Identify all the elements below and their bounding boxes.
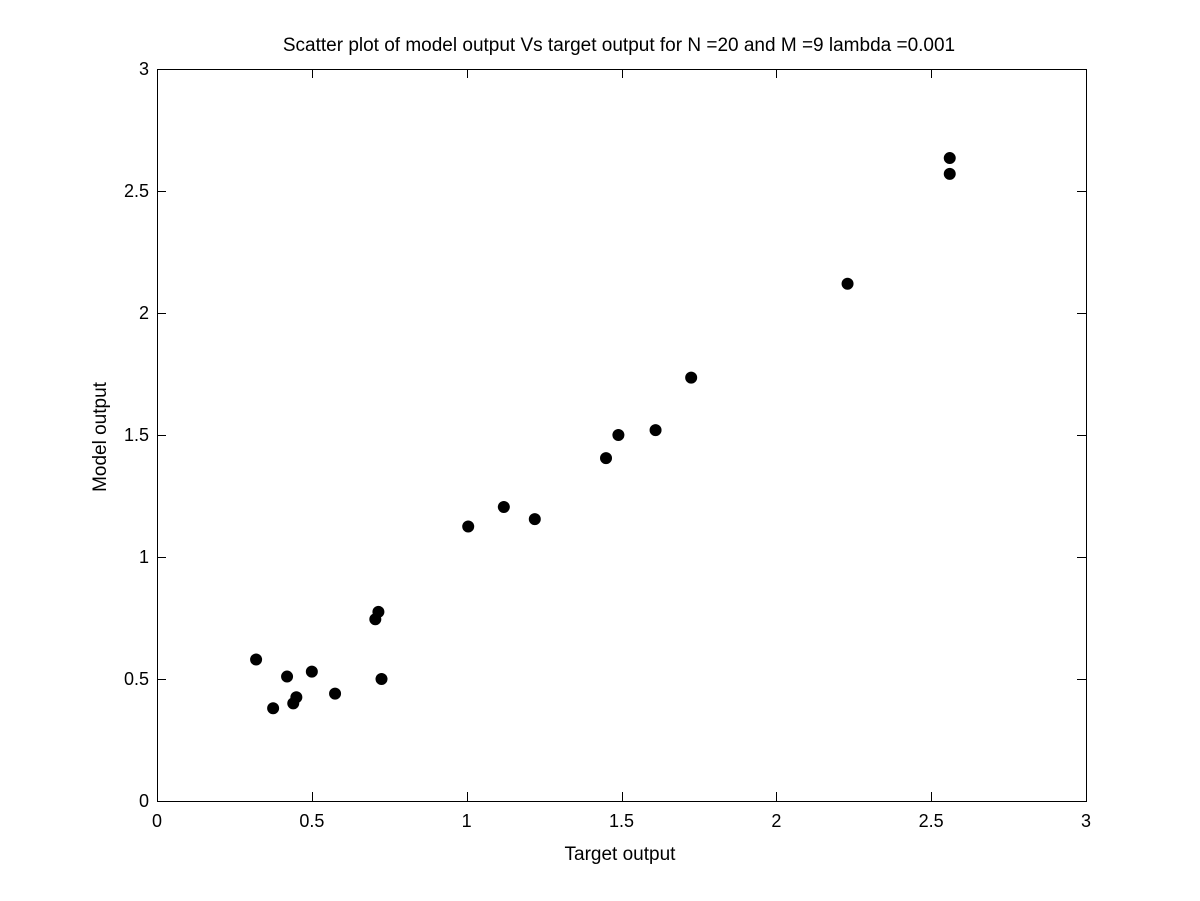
x-tick-label: 0.5 bbox=[299, 811, 324, 831]
chart-title: Scatter plot of model output Vs target o… bbox=[283, 35, 955, 56]
y-tick-label: 3 bbox=[139, 59, 149, 79]
scatter-point-12 bbox=[528, 513, 541, 526]
x-axis-label: Target output bbox=[565, 844, 677, 865]
scatter-point-14 bbox=[612, 429, 625, 441]
data-points bbox=[250, 152, 956, 715]
x-tick-label: 1 bbox=[462, 811, 472, 831]
scatter-point-19 bbox=[943, 152, 956, 165]
scatter-point-15 bbox=[649, 424, 662, 437]
scatter-point-1 bbox=[267, 702, 280, 715]
x-tick-label: 0 bbox=[152, 811, 162, 831]
y-axis-label: Model output bbox=[90, 381, 111, 492]
y-tick-label: 2 bbox=[139, 303, 149, 323]
scatter-point-2 bbox=[281, 670, 294, 683]
scatter-point-11 bbox=[497, 500, 510, 513]
scatter-point-18 bbox=[943, 167, 956, 180]
plot-axes: 0 0.5 1 1.5 2 2.5 3 0 0.5 1 1.5 2 2.5 3 bbox=[124, 59, 1091, 831]
y-tick-label: 2.5 bbox=[124, 181, 149, 201]
scatter-point-0 bbox=[250, 653, 263, 666]
y-tick-label: 0.5 bbox=[124, 669, 149, 689]
scatter-point-17 bbox=[841, 277, 854, 290]
y-axis-ticks: 0 0.5 1 1.5 2 2.5 3 bbox=[124, 59, 1086, 811]
x-tick-label: 1.5 bbox=[609, 811, 634, 831]
scatter-point-10 bbox=[462, 520, 475, 533]
x-tick-label: 3 bbox=[1081, 811, 1091, 831]
scatter-point-13 bbox=[600, 452, 613, 465]
y-tick-label: 0 bbox=[139, 791, 149, 811]
y-tick-label: 1 bbox=[139, 547, 149, 567]
x-axis-ticks: 0 0.5 1 1.5 2 2.5 3 bbox=[152, 69, 1091, 831]
x-tick-label: 2.5 bbox=[919, 811, 944, 831]
scatter-point-9 bbox=[375, 673, 388, 685]
scatter-point-8 bbox=[372, 605, 385, 618]
x-tick-label: 2 bbox=[771, 811, 781, 831]
scatter-point-5 bbox=[305, 665, 318, 678]
scatter-point-4 bbox=[290, 691, 303, 704]
y-tick-label: 1.5 bbox=[124, 425, 149, 445]
scatter-point-6 bbox=[329, 687, 342, 700]
scatter-point-16 bbox=[685, 371, 698, 384]
